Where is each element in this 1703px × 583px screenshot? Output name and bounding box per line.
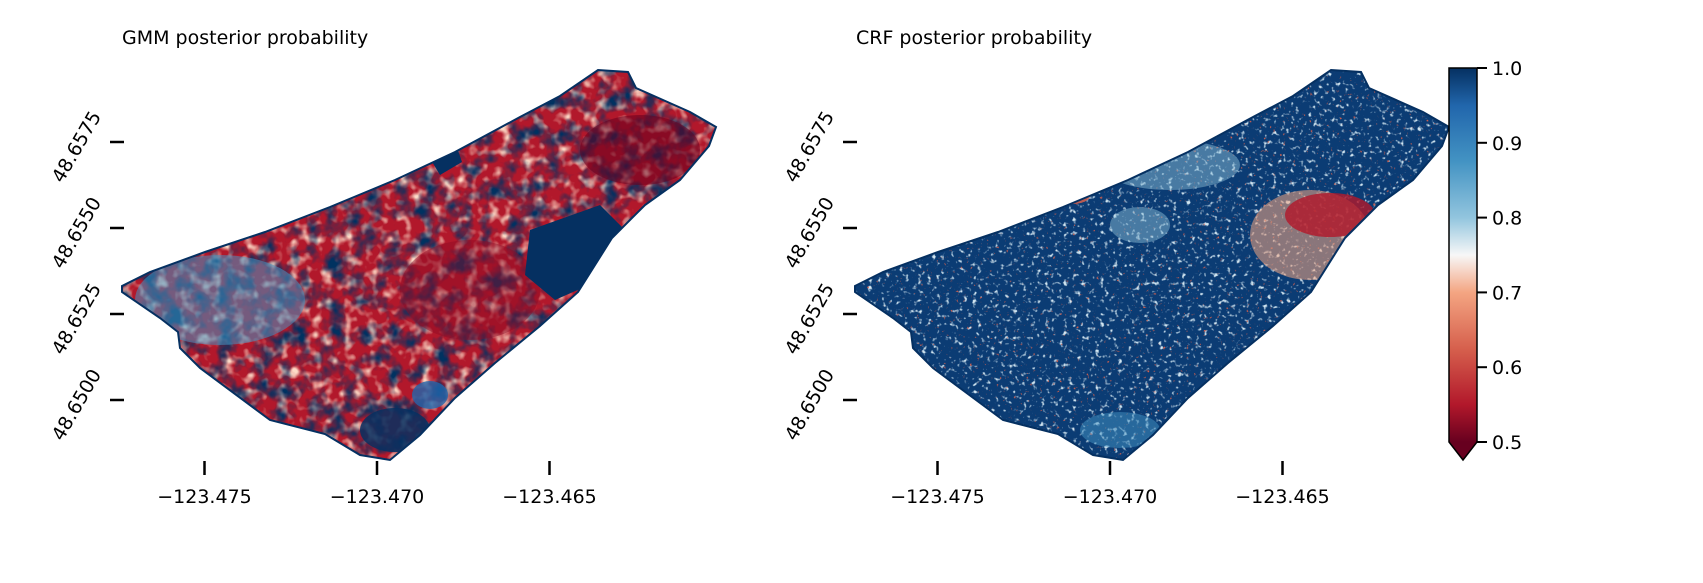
crf-x-tick-label: −123.475 xyxy=(890,486,985,508)
gmm-y-tick-label: 48.6500 xyxy=(48,365,106,444)
crf-west-mid-region xyxy=(1110,207,1170,243)
gmm-west-high-region xyxy=(135,255,305,345)
colorbar-ticks: 0.5 0.6 0.7 0.8 0.9 1.0 xyxy=(1477,58,1522,454)
colorbar-tick-label: 0.8 xyxy=(1492,208,1522,230)
crf-title: CRF posterior probability xyxy=(856,27,1092,49)
crf-y-axis: 48.6500 48.6525 48.6550 48.6575 xyxy=(781,107,857,445)
gmm-northeast-low-region xyxy=(580,115,700,185)
colorbar-tick-label: 0.9 xyxy=(1492,133,1522,155)
gmm-y-tick-label: 48.6575 xyxy=(48,107,106,186)
gmm-heatmap xyxy=(122,70,716,460)
colorbar-frame xyxy=(1448,67,1478,462)
colorbar-tick-label: 0.5 xyxy=(1492,432,1522,454)
colorbar-tick-label: 0.6 xyxy=(1492,357,1522,379)
colorbar: 0.5 0.6 0.7 0.8 0.9 1.0 xyxy=(1448,58,1522,462)
crf-x-tick-label: −123.470 xyxy=(1063,486,1158,508)
crf-y-tick-label: 48.6500 xyxy=(781,365,839,444)
crf-y-tick-label: 48.6525 xyxy=(781,279,839,358)
crf-y-tick-label: 48.6550 xyxy=(781,193,839,272)
gmm-x-axis: −123.475 −123.470 −123.465 xyxy=(157,461,597,508)
gmm-y-axis: 48.6500 48.6525 48.6550 48.6575 xyxy=(48,107,124,445)
gmm-x-tick-label: −123.465 xyxy=(502,486,597,508)
gmm-south-high-region xyxy=(360,408,430,452)
gmm-southeast-high-region xyxy=(412,381,448,409)
gmm-y-tick-label: 48.6550 xyxy=(48,193,106,272)
gmm-panel: GMM posterior probability 48.6500 48.6525… xyxy=(48,27,717,508)
gmm-x-tick-label: −123.470 xyxy=(330,486,425,508)
colorbar-extend-min-arrow xyxy=(1449,442,1477,460)
crf-panel: CRF posterior probability 48.6500 48.6525… xyxy=(781,27,1450,508)
gmm-y-tick-label: 48.6525 xyxy=(48,279,106,358)
crf-heatmap xyxy=(855,70,1449,460)
gmm-center-low-region xyxy=(400,240,540,340)
colorbar-tick-label: 1.0 xyxy=(1492,58,1522,80)
crf-northwest-low-region xyxy=(1054,188,1090,204)
gmm-title: GMM posterior probability xyxy=(122,27,368,49)
crf-x-axis: −123.475 −123.470 −123.465 xyxy=(890,461,1330,508)
crf-east-low-region xyxy=(1285,193,1375,237)
crf-south-mid-region xyxy=(1080,412,1160,448)
crf-speckle-red xyxy=(855,70,1449,460)
colorbar-tick-label: 0.7 xyxy=(1492,282,1522,304)
crf-x-tick-label: −123.465 xyxy=(1235,486,1330,508)
crf-y-tick-label: 48.6575 xyxy=(781,107,839,186)
gmm-x-tick-label: −123.475 xyxy=(157,486,252,508)
colorbar-gradient xyxy=(1449,68,1477,442)
